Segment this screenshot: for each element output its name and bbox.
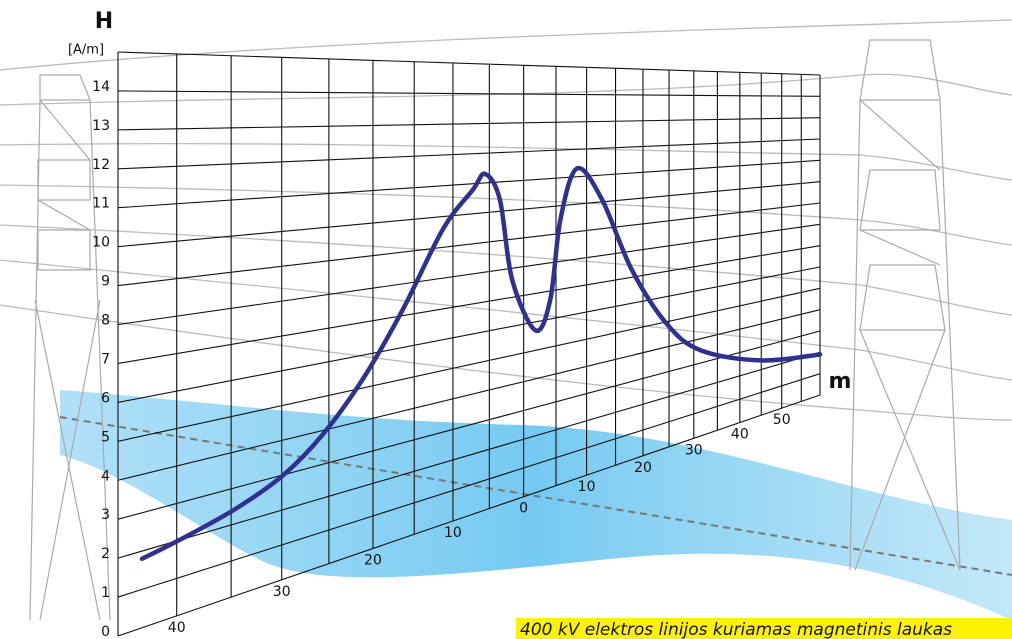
y-tick-label: 6 <box>101 390 110 406</box>
x-tick-label: 40 <box>731 427 749 443</box>
y-tick-label: 11 <box>92 196 110 212</box>
wire <box>0 20 1012 70</box>
y-tick-label: 0 <box>101 624 110 639</box>
y-tick-label: 12 <box>92 157 110 173</box>
y-tick-label: 4 <box>101 468 110 484</box>
y-grid-line <box>118 160 820 207</box>
y-tick-label: 3 <box>101 507 110 523</box>
y-tick-label: 13 <box>92 118 110 134</box>
y-tick-label: 10 <box>92 235 110 251</box>
y-grid-line <box>118 246 820 364</box>
x-axis-title: m <box>829 369 852 394</box>
y-axis-unit: [A/m] <box>68 43 104 58</box>
y-grid-line <box>118 118 820 130</box>
x-tick-label: 30 <box>685 442 703 458</box>
x-tick-label: 10 <box>578 479 596 495</box>
y-tick-label: 14 <box>92 79 110 95</box>
frame-top <box>118 52 820 75</box>
x-tick-label: 0 <box>519 501 528 517</box>
y-tick-label: 7 <box>101 351 110 367</box>
page: {"chart_data": { "type": "line", "y_labe… <box>0 0 1012 639</box>
x-tick-label: 10 <box>444 525 462 541</box>
chart: H [A/m] m 400 kV elektros linijos kuriam… <box>0 0 1012 639</box>
y-tick-label: 1 <box>101 585 110 601</box>
caption: 400 kV elektros linijos kuriamas magneti… <box>520 620 952 639</box>
y-grid-line <box>118 224 820 324</box>
wire <box>0 144 1012 180</box>
x-tick-label: 50 <box>773 412 791 428</box>
x-tick-label: 20 <box>634 460 652 476</box>
y-axis-title: H <box>95 9 113 34</box>
x-tick-label: 40 <box>168 620 186 636</box>
x-tick-label: 20 <box>364 552 382 568</box>
y-tick-label: 2 <box>101 546 110 562</box>
x-tick-label: 30 <box>273 584 291 600</box>
y-tick-label: 9 <box>101 274 110 290</box>
y-grid-line <box>118 203 820 286</box>
y-tick-label: 5 <box>101 429 110 445</box>
y-tick-label: 8 <box>101 313 110 329</box>
y-grid-line <box>118 288 820 441</box>
field-band <box>60 390 1012 620</box>
